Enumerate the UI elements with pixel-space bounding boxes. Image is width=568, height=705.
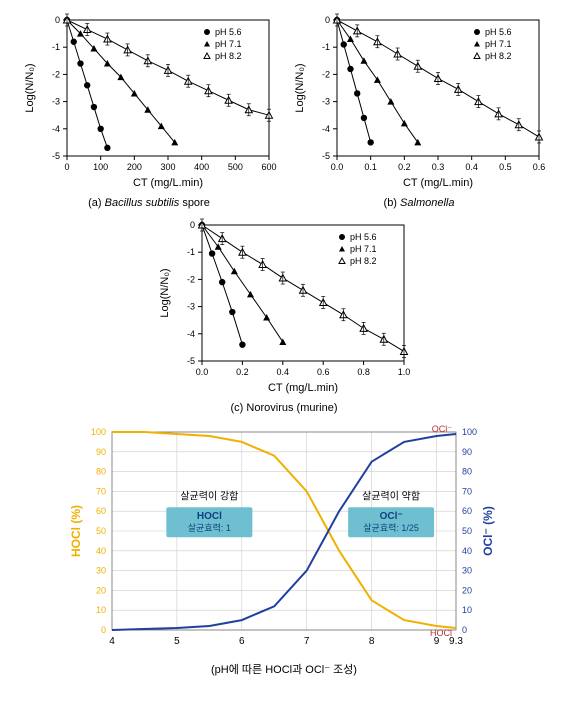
- svg-text:0: 0: [325, 15, 330, 25]
- svg-text:pH 8.2: pH 8.2: [485, 51, 512, 61]
- svg-text:-1: -1: [52, 42, 60, 52]
- caption-b: (b) Salmonella: [289, 197, 549, 209]
- svg-text:10: 10: [462, 605, 472, 615]
- svg-text:CT (mg/L.min): CT (mg/L.min): [268, 382, 338, 394]
- svg-text:7: 7: [304, 636, 310, 647]
- svg-text:70: 70: [462, 486, 472, 496]
- svg-text:0.0: 0.0: [196, 367, 209, 377]
- svg-text:-3: -3: [187, 302, 195, 312]
- chart-c: 0.0 0.2 0.4 0.6 0.8 1.0 -5 -4 -3 -2 -1 0 CT (mg/L.mi…: [154, 215, 414, 395]
- svg-text:0.8: 0.8: [357, 367, 370, 377]
- svg-text:30: 30: [462, 566, 472, 576]
- svg-text:6: 6: [239, 636, 245, 647]
- chart-d: 4567899.30010102020303040405050606070708…: [64, 424, 504, 654]
- svg-text:pH 7.1: pH 7.1: [350, 244, 377, 254]
- svg-text:0.2: 0.2: [398, 162, 411, 172]
- svg-text:0: 0: [190, 220, 195, 230]
- svg-text:살균력이 약함: 살균력이 약함: [362, 490, 420, 502]
- svg-text:pH 5.6: pH 5.6: [215, 27, 242, 37]
- svg-text:살균력이 강함: 살균력이 강함: [180, 490, 238, 502]
- svg-text:-3: -3: [322, 97, 330, 107]
- svg-text:-4: -4: [52, 124, 60, 134]
- svg-text:100: 100: [93, 162, 108, 172]
- svg-text:20: 20: [462, 585, 472, 595]
- svg-text:0.3: 0.3: [432, 162, 445, 172]
- svg-text:400: 400: [194, 162, 209, 172]
- svg-text:500: 500: [228, 162, 243, 172]
- svg-text:OCl⁻ (%): OCl⁻ (%): [481, 506, 495, 556]
- svg-text:Log(N/N₀): Log(N/N₀): [159, 268, 171, 317]
- svg-text:살균효력: 1/25: 살균효력: 1/25: [363, 522, 419, 533]
- svg-text:80: 80: [96, 467, 106, 477]
- svg-text:4: 4: [109, 636, 115, 647]
- svg-text:0: 0: [55, 15, 60, 25]
- svg-text:40: 40: [96, 546, 106, 556]
- chart-a: 0 100 200 300 400 500 600 -5 -4 -3 -2 -1 0 CT (mg/L.m…: [19, 10, 279, 190]
- svg-text:-5: -5: [322, 151, 330, 161]
- svg-text:5: 5: [174, 636, 180, 647]
- svg-text:-2: -2: [322, 69, 330, 79]
- svg-text:70: 70: [96, 486, 106, 496]
- svg-text:300: 300: [160, 162, 175, 172]
- svg-text:pH 7.1: pH 7.1: [215, 39, 242, 49]
- svg-text:90: 90: [462, 447, 472, 457]
- svg-text:살균효력: 1: 살균효력: 1: [188, 522, 231, 533]
- svg-text:60: 60: [462, 506, 472, 516]
- svg-text:0: 0: [101, 625, 106, 635]
- svg-text:OCl⁻: OCl⁻: [380, 511, 403, 522]
- svg-text:8: 8: [369, 636, 375, 647]
- svg-text:90: 90: [96, 447, 106, 457]
- svg-text:-4: -4: [187, 329, 195, 339]
- svg-text:CT (mg/L.min): CT (mg/L.min): [133, 177, 203, 189]
- svg-text:pH 5.6: pH 5.6: [485, 27, 512, 37]
- svg-text:200: 200: [127, 162, 142, 172]
- svg-text:100: 100: [462, 427, 477, 437]
- svg-text:pH 7.1: pH 7.1: [485, 39, 512, 49]
- svg-text:0.4: 0.4: [277, 367, 290, 377]
- svg-text:0.2: 0.2: [236, 367, 249, 377]
- svg-text:-1: -1: [322, 42, 330, 52]
- svg-text:pH 8.2: pH 8.2: [215, 51, 242, 61]
- svg-text:-2: -2: [52, 69, 60, 79]
- svg-text:-5: -5: [187, 356, 195, 366]
- svg-text:50: 50: [462, 526, 472, 536]
- caption-d: (pH에 따른 HOCl과 OCl⁻ 조성): [64, 661, 504, 677]
- svg-text:20: 20: [96, 585, 106, 595]
- svg-text:pH 8.2: pH 8.2: [350, 256, 377, 266]
- svg-text:0.5: 0.5: [499, 162, 512, 172]
- svg-text:60: 60: [96, 506, 106, 516]
- svg-text:Log(N/N₀): Log(N/N₀): [294, 63, 306, 112]
- svg-text:0.6: 0.6: [533, 162, 546, 172]
- svg-text:50: 50: [96, 526, 106, 536]
- svg-text:-5: -5: [52, 151, 60, 161]
- svg-text:pH 5.6: pH 5.6: [350, 232, 377, 242]
- svg-text:80: 80: [462, 467, 472, 477]
- svg-text:Log(N/N₀): Log(N/N₀): [24, 63, 36, 112]
- svg-text:600: 600: [261, 162, 276, 172]
- caption-a: (a) Bacillus subtilis spore: [19, 197, 279, 209]
- svg-text:CT (mg/L.min): CT (mg/L.min): [403, 177, 473, 189]
- svg-text:0: 0: [64, 162, 69, 172]
- svg-text:-1: -1: [187, 247, 195, 257]
- svg-text:40: 40: [462, 546, 472, 556]
- svg-text:OCl⁻: OCl⁻: [432, 424, 452, 434]
- svg-text:-3: -3: [52, 97, 60, 107]
- svg-text:10: 10: [96, 605, 106, 615]
- svg-text:0.4: 0.4: [465, 162, 478, 172]
- svg-text:HOCl: HOCl: [430, 628, 452, 638]
- svg-text:0: 0: [462, 625, 467, 635]
- svg-text:0.1: 0.1: [364, 162, 377, 172]
- svg-text:HOCl (%): HOCl (%): [69, 505, 83, 557]
- svg-text:100: 100: [91, 427, 106, 437]
- svg-text:-4: -4: [322, 124, 330, 134]
- svg-text:HOCl: HOCl: [197, 511, 222, 522]
- svg-text:0.6: 0.6: [317, 367, 330, 377]
- caption-c: (c) Norovirus (murine): [154, 402, 414, 414]
- svg-text:1.0: 1.0: [398, 367, 411, 377]
- svg-text:0.0: 0.0: [331, 162, 344, 172]
- svg-text:-2: -2: [187, 274, 195, 284]
- svg-text:30: 30: [96, 566, 106, 576]
- chart-b: 0.0 0.1 0.2 0.3 0.4 0.5 0.6 -5 -4 -3 -2 -1 0 CT (mg/L…: [289, 10, 549, 190]
